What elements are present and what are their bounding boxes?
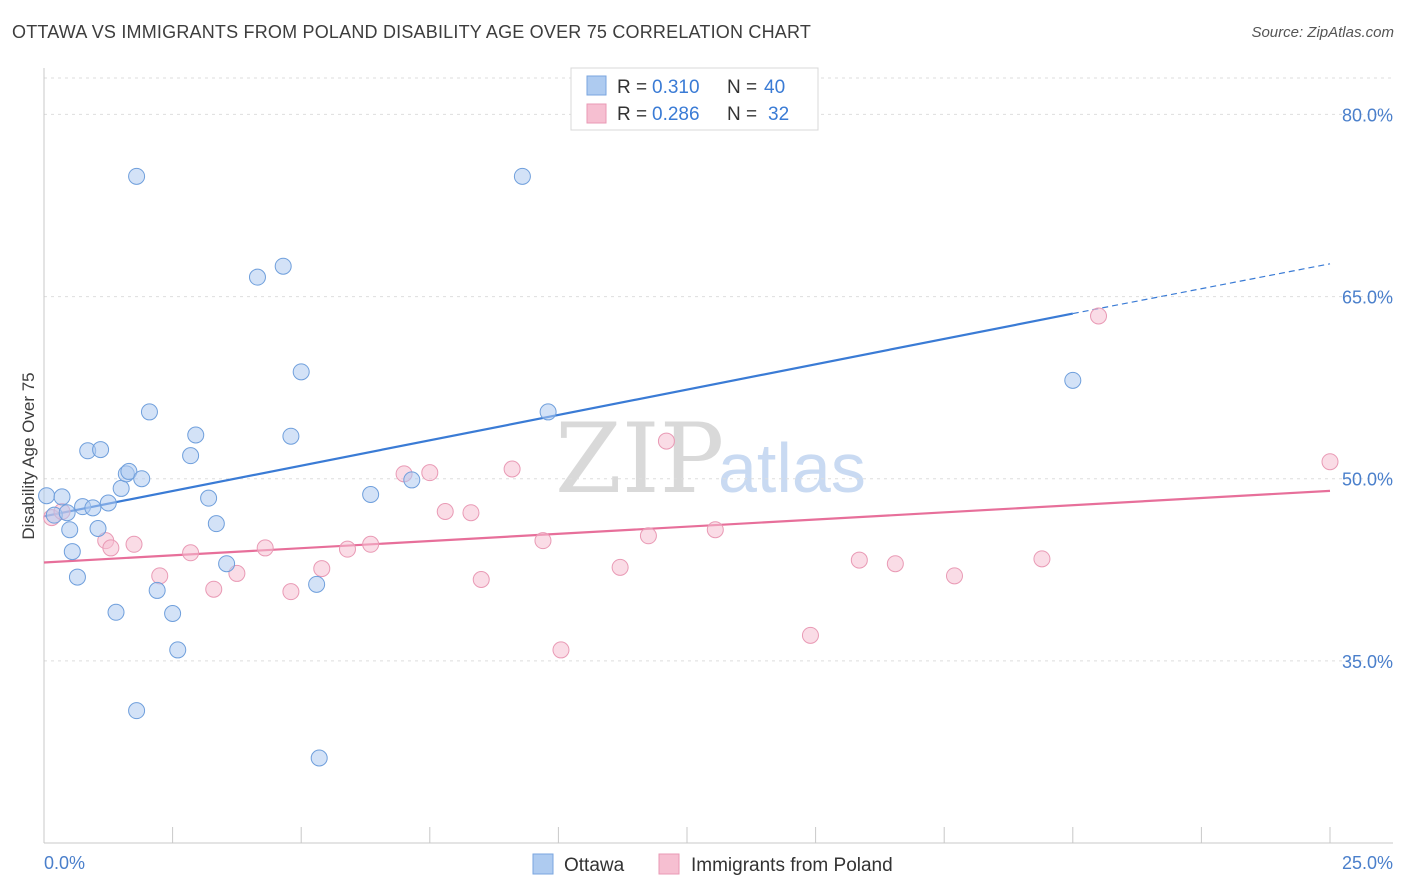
point-ottawa <box>187 426 205 444</box>
point-ottawa <box>274 257 292 275</box>
point-ottawa <box>148 581 166 599</box>
point-ottawa <box>182 447 200 465</box>
legend-r-value-2: 0.286 <box>652 104 700 125</box>
x-tick-label-min: 0.0% <box>44 853 85 873</box>
point-ottawa <box>169 641 187 659</box>
point-ottawa <box>539 403 557 421</box>
point-ottawa <box>218 555 236 573</box>
y-tick-label: 80.0% <box>1342 105 1393 125</box>
point-poland <box>657 432 675 450</box>
point-ottawa <box>308 575 326 593</box>
point-ottawa <box>513 167 531 185</box>
bottom-legend-swatch-poland <box>658 853 680 875</box>
legend-n-label-1: N = <box>727 77 757 98</box>
point-poland <box>552 641 570 659</box>
point-poland <box>886 555 904 573</box>
point-ottawa <box>362 486 380 503</box>
legend-swatch-ottawa <box>586 75 607 96</box>
point-poland <box>151 567 169 585</box>
point-poland <box>472 571 490 588</box>
data-points <box>38 167 1339 767</box>
point-ottawa <box>282 427 300 445</box>
point-ottawa <box>107 603 125 621</box>
point-poland <box>102 539 120 557</box>
point-poland <box>1090 307 1108 325</box>
point-ottawa <box>53 488 71 506</box>
legend: R = 0.310 N = 40 R = 0.286 N = 32 <box>570 67 819 131</box>
point-ottawa <box>207 515 225 533</box>
watermark-zip: ZIP <box>555 403 724 515</box>
source-label: Source: ZipAtlas.com <box>1251 24 1394 41</box>
watermark-atlas: atlas <box>718 429 866 507</box>
gridlines <box>44 77 1393 662</box>
legend-r-value-1: 0.310 <box>652 77 700 98</box>
point-ottawa <box>292 363 310 381</box>
y-tick-labels: 35.0% 50.0% 65.0% 80.0% <box>1342 105 1393 671</box>
legend-n-value-1: 40 <box>764 77 785 98</box>
y-axis-label: Disability Age Over 75 <box>19 372 38 539</box>
point-ottawa <box>133 470 151 488</box>
y-tick-label: 65.0% <box>1342 288 1393 308</box>
legend-r-label-1: R = <box>617 77 647 98</box>
legend-r-label-2: R = <box>617 104 647 125</box>
point-poland <box>256 539 274 557</box>
axes <box>43 68 1393 844</box>
point-ottawa <box>63 543 81 561</box>
point-ottawa <box>128 167 146 185</box>
point-poland <box>182 544 200 562</box>
point-poland <box>1033 550 1051 568</box>
point-ottawa <box>128 702 146 720</box>
point-ottawa <box>89 520 107 537</box>
bottom-legend-poland: Immigrants from Poland <box>691 855 893 876</box>
point-ottawa <box>38 487 56 505</box>
point-ottawa <box>200 489 218 507</box>
point-poland <box>639 527 657 545</box>
point-poland <box>503 460 521 478</box>
point-poland <box>125 535 143 553</box>
y-tick-label: 35.0% <box>1342 652 1393 672</box>
point-ottawa <box>403 471 421 489</box>
point-ottawa <box>120 462 138 480</box>
point-poland <box>801 626 819 644</box>
x-tick-label-max: 25.0% <box>1342 853 1393 873</box>
point-poland <box>205 580 223 598</box>
point-ottawa <box>99 494 117 512</box>
point-poland <box>313 560 331 578</box>
point-ottawa <box>310 749 328 767</box>
point-poland <box>945 567 963 585</box>
point-ottawa <box>92 441 110 459</box>
point-poland <box>706 521 724 539</box>
point-poland <box>282 583 300 601</box>
y-tick-label: 50.0% <box>1342 470 1393 490</box>
legend-swatch-poland <box>586 103 607 124</box>
point-poland <box>338 540 356 558</box>
point-poland <box>1321 453 1339 471</box>
legend-n-value-2: 32 <box>768 104 789 125</box>
point-ottawa <box>164 605 182 622</box>
point-ottawa <box>84 499 102 517</box>
trend-line-ottawa-extension <box>1072 263 1331 315</box>
point-ottawa <box>1064 371 1082 389</box>
point-ottawa <box>68 568 86 586</box>
bottom-legend: Ottawa Immigrants from Poland <box>532 853 893 876</box>
point-poland <box>362 535 380 553</box>
legend-box <box>570 67 819 131</box>
point-ottawa <box>61 521 79 539</box>
legend-n-label-2: N = <box>727 104 757 125</box>
point-poland <box>421 464 439 482</box>
point-poland <box>436 503 454 520</box>
point-poland <box>611 558 629 576</box>
chart-title: OTTAWA VS IMMIGRANTS FROM POLAND DISABIL… <box>12 22 812 42</box>
bottom-legend-swatch-ottawa <box>532 853 554 875</box>
point-ottawa <box>112 479 130 497</box>
trend-line-ottawa <box>43 312 1074 518</box>
point-ottawa <box>140 403 158 421</box>
point-poland <box>462 504 480 522</box>
bottom-legend-ottawa: Ottawa <box>564 855 625 876</box>
point-ottawa <box>248 268 266 286</box>
point-ottawa <box>58 504 76 522</box>
point-poland <box>850 551 868 569</box>
point-poland <box>534 532 552 550</box>
